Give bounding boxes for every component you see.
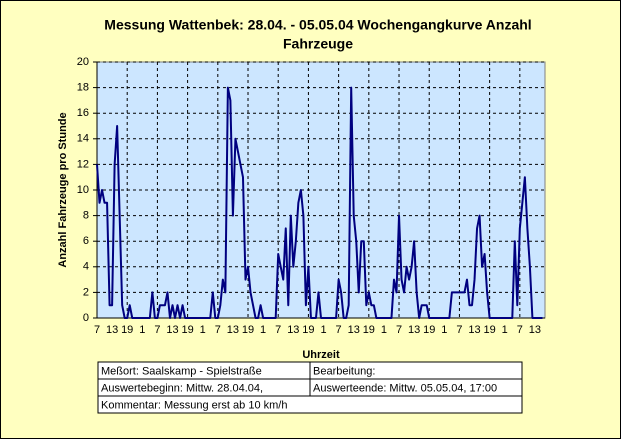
- y-tick-label: 4: [83, 261, 89, 273]
- table-cell: Auswertebeginn: Mittw. 28.04.04,: [101, 382, 263, 394]
- x-tick-label: 19: [484, 324, 496, 336]
- y-tick-label: 14: [77, 133, 89, 145]
- x-tick-label: 1: [320, 324, 326, 336]
- table-cell: Auswerteende: Mittw. 05.05.04, 17:00: [313, 382, 497, 394]
- chart-title: Fahrzeuge: [283, 36, 353, 52]
- x-tick-label: 7: [456, 324, 462, 336]
- x-tick-label: 19: [363, 324, 375, 336]
- x-tick-label: 1: [139, 324, 145, 336]
- x-tick-label: 7: [94, 324, 100, 336]
- y-tick-label: 12: [77, 158, 89, 170]
- x-tick-label: 19: [121, 324, 133, 336]
- x-tick-label: 1: [502, 324, 508, 336]
- x-tick-label: 1: [200, 324, 206, 336]
- x-tick-label: 19: [423, 324, 435, 336]
- y-tick-label: 20: [77, 56, 89, 68]
- x-tick-label: 13: [106, 324, 118, 336]
- x-tick-label: 7: [215, 324, 221, 336]
- x-tick-label: 13: [408, 324, 420, 336]
- y-tick-label: 2: [83, 286, 89, 298]
- table-cell: Bearbeitung:: [313, 365, 375, 377]
- x-tick-label: 7: [396, 324, 402, 336]
- x-tick-label: 1: [441, 324, 447, 336]
- x-tick-label: 13: [348, 324, 360, 336]
- x-tick-label: 19: [181, 324, 193, 336]
- x-axis-title: Uhrzeit: [302, 349, 340, 361]
- y-tick-label: 10: [77, 184, 89, 196]
- y-tick-label: 8: [83, 210, 89, 222]
- table-cell: Meßort: Saalskamp - Spielstraße: [101, 365, 262, 377]
- x-tick-label: 7: [275, 324, 281, 336]
- x-tick-label: 7: [154, 324, 160, 336]
- x-tick-label: 13: [468, 324, 480, 336]
- x-tick-label: 1: [381, 324, 387, 336]
- x-tick-label: 1: [260, 324, 266, 336]
- y-tick-label: 16: [77, 107, 89, 119]
- x-tick-label: 13: [529, 324, 541, 336]
- chart-title: Messung Wattenbek: 28.04. - 05.05.04 Woc…: [104, 17, 531, 33]
- table-cell: Kommentar: Messung erst ab 10 km/h: [101, 399, 287, 411]
- x-tick-label: 13: [166, 324, 178, 336]
- x-tick-label: 7: [517, 324, 523, 336]
- y-axis-title: Anzahl Fahrzeuge pro Stunde: [57, 112, 69, 267]
- y-tick-label: 18: [77, 82, 89, 94]
- x-tick-label: 19: [242, 324, 254, 336]
- y-tick-label: 6: [83, 235, 89, 247]
- x-tick-label: 13: [227, 324, 239, 336]
- data-line: [96, 86, 543, 319]
- x-tick-label: 7: [336, 324, 342, 336]
- x-tick-label: 19: [302, 324, 314, 336]
- x-tick-label: 13: [287, 324, 299, 336]
- y-tick-label: 0: [83, 312, 89, 324]
